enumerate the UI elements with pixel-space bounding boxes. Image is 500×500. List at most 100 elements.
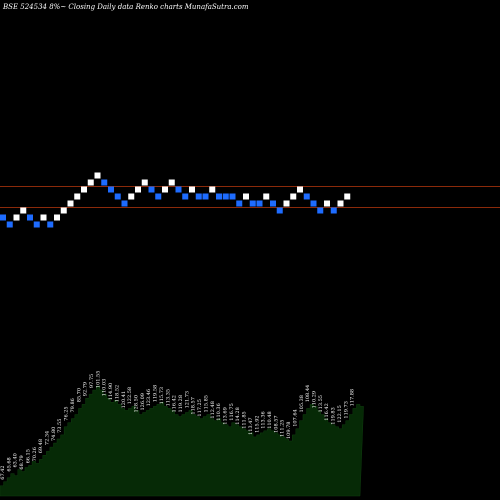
renko-brick-up	[162, 186, 168, 193]
volume-data-label: 120.41	[121, 391, 127, 409]
volume-data-label: 74.80	[51, 427, 57, 441]
volume-data-label: 122.15	[337, 405, 343, 423]
renko-brick-down	[270, 200, 276, 207]
renko-brick-down	[47, 221, 54, 228]
renko-brick-down	[182, 193, 189, 200]
renko-brick-up	[13, 214, 20, 221]
renko-brick-down	[216, 193, 222, 200]
volume-data-label: 119.58	[153, 385, 159, 403]
volume-data-label: 118.52	[114, 385, 120, 403]
renko-brick-up	[135, 186, 141, 193]
volume-data-label: 66.15	[25, 449, 31, 463]
renko-brick-up	[337, 200, 344, 207]
renko-brick-down	[114, 193, 121, 200]
volume-data-label: 116.75	[229, 403, 235, 421]
renko-brick-down	[256, 200, 263, 207]
volume-data-label: 118.57	[191, 397, 197, 415]
volume-data-label: 79.86	[70, 398, 76, 412]
volume-data-label: 111.25	[280, 420, 286, 438]
renko-brick-up	[344, 193, 351, 200]
volume-data-label: 121.73	[184, 391, 190, 409]
renko-brick-down	[222, 193, 229, 200]
renko-brick-up	[128, 193, 135, 200]
renko-brick-down	[249, 200, 256, 207]
volume-data-label: 119.73	[343, 401, 349, 419]
renko-brick-down	[121, 200, 128, 207]
renko-brick-up	[290, 193, 297, 200]
renko-brick-down	[155, 193, 162, 200]
renko-brick-down	[0, 214, 6, 221]
volume-data-label: 101.55	[95, 371, 101, 389]
volume-area	[0, 385, 364, 497]
renko-brick-down	[276, 207, 283, 214]
renko-brick-down	[330, 207, 337, 214]
renko-brick-down	[101, 179, 108, 186]
renko-brick-up	[81, 186, 87, 193]
renko-brick-down	[33, 221, 40, 228]
renko-brick-down	[195, 193, 202, 200]
volume-data-label: 85.70	[76, 388, 82, 402]
renko-bricks	[0, 172, 351, 228]
volume-data-label: 63.40	[13, 453, 19, 467]
volume-data-label: 113.47	[248, 417, 254, 435]
volume-data-label: 69.48	[38, 439, 44, 453]
renko-brick-up	[94, 172, 101, 179]
volume-data-label: 113.69	[223, 407, 229, 425]
volume-data-label: 68.79	[19, 455, 25, 469]
renko-brick-down	[148, 186, 155, 193]
volume-data-label: 113.35	[165, 389, 171, 407]
volume-data-label: 72.34	[45, 431, 51, 445]
volume-data-label: 126.09	[140, 393, 146, 411]
renko-brick-up	[40, 214, 47, 221]
renko-brick-down	[175, 186, 182, 193]
volume-data-label: 107.64	[292, 409, 298, 427]
volume-data-label: 110.29	[312, 391, 318, 409]
renko-brick-up	[67, 200, 74, 207]
volume-data-label: 128.50	[134, 395, 140, 413]
volume-data-label: 108.57	[273, 415, 279, 433]
volume-data-label: 115.92	[254, 415, 260, 433]
renko-brick-down	[303, 193, 310, 200]
volume-data-label: 112.48	[210, 401, 216, 419]
volume-data-label: 114.90	[108, 383, 114, 401]
volume-data-label: 114.28	[235, 407, 241, 425]
renko-brick-down	[108, 186, 114, 193]
volume-data-label: 119.83	[331, 407, 337, 425]
renko-brick-up	[168, 179, 175, 186]
volume-data-label: 116.42	[324, 403, 330, 421]
renko-brick-down	[317, 207, 324, 214]
renko-brick-up	[87, 179, 94, 186]
volume-area-path	[0, 385, 364, 497]
volume-data-label: 116.42	[172, 395, 178, 413]
renko-brick-up	[297, 186, 303, 193]
renko-brick-up	[243, 193, 249, 200]
volume-data-label: 115.73	[159, 387, 165, 405]
renko-brick-up	[54, 214, 60, 221]
volume-data-label: 110.03	[102, 379, 108, 397]
volume-data-label: 117.25	[197, 399, 203, 417]
volume-data-label: 108.44	[305, 385, 311, 403]
volume-data-label: 67.42	[0, 465, 6, 479]
volume-data-label: 70.26	[32, 447, 38, 461]
volume-data-label: 92.79	[83, 382, 89, 396]
volume-data-label: 123.46	[146, 389, 152, 407]
volume-data-label: 73.55	[57, 419, 63, 433]
renko-brick-up	[283, 200, 290, 207]
renko-brick-up	[263, 193, 270, 200]
volume-data-label: 113.36	[261, 411, 267, 429]
renko-brick-up	[60, 207, 67, 214]
renko-brick-up	[324, 200, 330, 207]
volume-data-label: 109.78	[286, 422, 292, 440]
renko-brick-down	[6, 221, 13, 228]
volume-data-label: 110.48	[267, 411, 273, 429]
renko-brick-down	[229, 193, 236, 200]
chart-title: BSE 524534 8%~ Closing Daily data Renko …	[2, 3, 249, 11]
renko-brick-up	[209, 186, 216, 193]
renko-brick-up	[74, 193, 81, 200]
renko-brick-down	[236, 200, 243, 207]
renko-brick-down	[27, 214, 33, 221]
volume-data-label: 97.75	[89, 374, 95, 388]
renko-brick-up	[20, 207, 27, 214]
